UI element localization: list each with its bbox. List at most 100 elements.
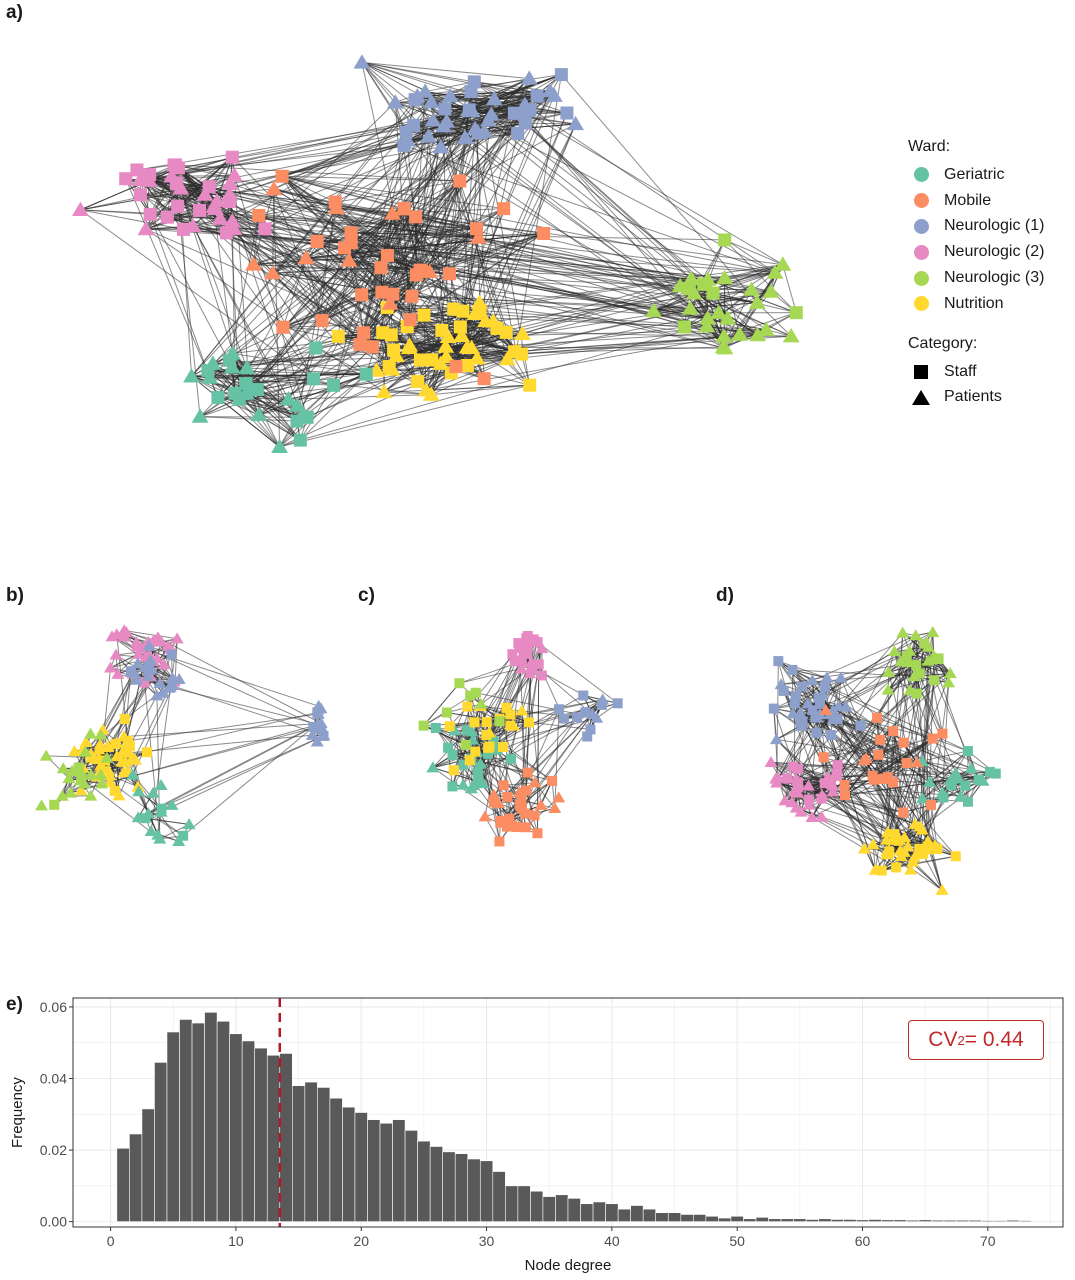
histogram-bar: [1006, 1219, 1020, 1222]
staff-node: [490, 321, 504, 335]
staff-node: [310, 234, 324, 248]
histogram-bar: [793, 1218, 807, 1222]
histogram-bar: [918, 1219, 932, 1222]
patient-node: [93, 738, 107, 750]
histogram-bar: [404, 1130, 418, 1222]
patient-node: [141, 669, 155, 681]
staff-node: [926, 800, 937, 811]
staff-node: [125, 666, 136, 677]
staff-node: [178, 830, 189, 841]
network-edge: [449, 74, 562, 275]
staff-node: [275, 169, 289, 183]
histogram-bar: [680, 1214, 694, 1222]
network-edge: [808, 731, 818, 806]
network-edge: [288, 136, 429, 400]
network-edge: [507, 796, 527, 828]
network-a-nodes: [71, 54, 803, 454]
network-edge: [140, 194, 233, 368]
staff-node: [825, 778, 836, 789]
patient-node: [907, 851, 921, 863]
staff-node: [462, 701, 473, 712]
network-edge: [253, 216, 416, 265]
histogram-bar: [179, 1019, 193, 1222]
network-edge: [145, 156, 233, 230]
network-edge: [281, 175, 404, 210]
patient-node: [297, 249, 315, 265]
network-a-edges: [80, 61, 797, 448]
staff-node: [472, 767, 483, 778]
network-edge: [796, 807, 915, 858]
histogram-bar: [667, 1212, 682, 1222]
staff-node: [290, 414, 304, 428]
patient-node: [805, 810, 819, 822]
staff-node: [415, 264, 429, 278]
network-edge: [118, 759, 136, 796]
network-edge: [149, 174, 235, 182]
staff-node: [580, 707, 591, 718]
network-edge: [264, 102, 396, 230]
staff-node: [523, 717, 534, 728]
histogram-bar: [329, 1097, 343, 1222]
staff-node: [225, 150, 239, 164]
patient-node: [716, 269, 734, 285]
staff-node: [477, 372, 491, 386]
staff-node: [359, 367, 373, 381]
staff-node: [136, 643, 147, 654]
patient-node: [893, 844, 907, 856]
histogram-bar: [154, 1062, 168, 1222]
histogram-bar: [818, 1218, 832, 1222]
x-tick-label: 30: [479, 1233, 495, 1249]
patient-node: [196, 186, 214, 201]
patient-node: [191, 408, 209, 423]
network-edge: [840, 677, 878, 719]
staff-node: [465, 690, 476, 701]
patient-node: [311, 717, 325, 729]
staff-node: [901, 650, 912, 661]
histogram-bar: [467, 1158, 481, 1222]
patient-node: [146, 786, 160, 798]
patient-node: [340, 252, 358, 267]
network-edge: [361, 61, 538, 97]
patient-node: [476, 777, 490, 789]
patient-node: [131, 657, 145, 669]
patient-node: [424, 112, 442, 127]
patient-node: [157, 658, 171, 670]
legend-item-ward: Neurologic (1): [908, 214, 1044, 240]
network-edge: [248, 387, 301, 441]
network-edge: [449, 721, 487, 727]
network-edge: [480, 653, 513, 705]
patient-node: [55, 789, 69, 801]
staff-node: [442, 267, 456, 281]
network-edge: [232, 353, 367, 375]
staff-node: [509, 656, 520, 667]
staff-node: [407, 118, 421, 132]
network-edge: [429, 180, 461, 273]
patient-node: [478, 810, 492, 822]
network-edge: [522, 278, 692, 335]
staff-node: [788, 761, 799, 772]
network-edge: [865, 717, 878, 759]
patient-node: [420, 128, 437, 143]
staff-node: [464, 755, 475, 766]
patient-node: [279, 391, 297, 406]
staff-node: [454, 678, 465, 689]
staff-node: [430, 722, 441, 733]
network-edge: [812, 680, 952, 781]
patient-node: [778, 794, 792, 806]
histogram-bar: [166, 1031, 180, 1222]
patient-node: [394, 201, 412, 216]
network-edge: [488, 119, 692, 280]
panel-label-a: a): [6, 2, 23, 23]
network-edge: [204, 188, 274, 196]
patient-node: [453, 327, 471, 343]
network-edge: [351, 228, 477, 234]
legend-label: Patients: [944, 388, 1002, 406]
network-edge: [232, 353, 280, 448]
staff-node: [795, 716, 806, 727]
patient-node: [150, 689, 164, 701]
network-edge: [797, 764, 838, 786]
y-tick-label: 0.00: [40, 1214, 67, 1230]
staff-node: [171, 161, 185, 175]
network-edge: [299, 373, 367, 441]
patient-node: [439, 328, 457, 344]
